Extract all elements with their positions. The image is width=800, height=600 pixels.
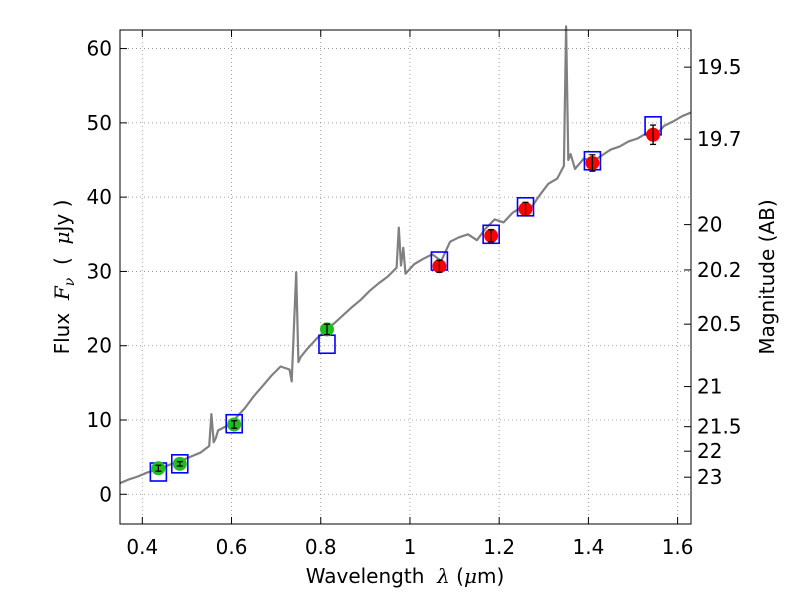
y-tick-label: 20 <box>87 334 112 358</box>
x-axis-title: Wavelength λ (μm) <box>306 564 505 588</box>
magnitude-tick-label: 19.5 <box>697 55 742 79</box>
magnitude-tick-label: 20 <box>697 213 722 237</box>
x-tick-label: 1 <box>404 535 417 559</box>
y-tick-label: 30 <box>87 259 112 283</box>
x-tick-label: 0.4 <box>126 535 158 559</box>
spectrum-layer <box>119 25 692 485</box>
x-tick-label: 1.2 <box>483 535 515 559</box>
magnitude-tick-label: 20.5 <box>697 312 742 336</box>
photometry-points-layer <box>151 124 661 476</box>
magnitude-tick-label: 21.5 <box>697 415 742 439</box>
y-tick-label: 50 <box>87 111 112 135</box>
model-squares-layer <box>149 116 662 482</box>
model-photometry-square <box>225 413 243 434</box>
plot-frame <box>119 29 692 525</box>
magnitude-tick-label: 20.2 <box>697 258 742 282</box>
magnitude-tick-label: 22 <box>697 439 722 463</box>
x-tick-label: 1.6 <box>662 535 694 559</box>
y-tick-label: 0 <box>99 482 112 506</box>
y2-axis-title: Magnitude (AB) <box>755 199 779 354</box>
model-spectrum-line <box>119 25 692 485</box>
magnitude-tick-label: 21 <box>697 375 722 399</box>
y-tick-label: 10 <box>87 408 112 432</box>
x-tick-label: 1.4 <box>572 535 604 559</box>
y-tick-label: 40 <box>87 185 112 209</box>
y-axis-title: Flux Fν ( μJy ) <box>50 200 78 355</box>
model-photometry-square <box>482 224 500 245</box>
magnitude-tick-label: 23 <box>697 465 722 489</box>
x-tick-label: 0.8 <box>305 535 337 559</box>
axis-ticks: 0.4 0.6 0.8 1 1.2 1.4 1.6 0 10 20 30 40 50 60 19.5 19.7… <box>87 30 742 559</box>
magnitude-tick-label: 19.7 <box>697 127 742 151</box>
x-tick-label: 0.6 <box>216 535 248 559</box>
y-tick-label: 60 <box>87 37 112 61</box>
model-photometry-square <box>170 454 189 474</box>
